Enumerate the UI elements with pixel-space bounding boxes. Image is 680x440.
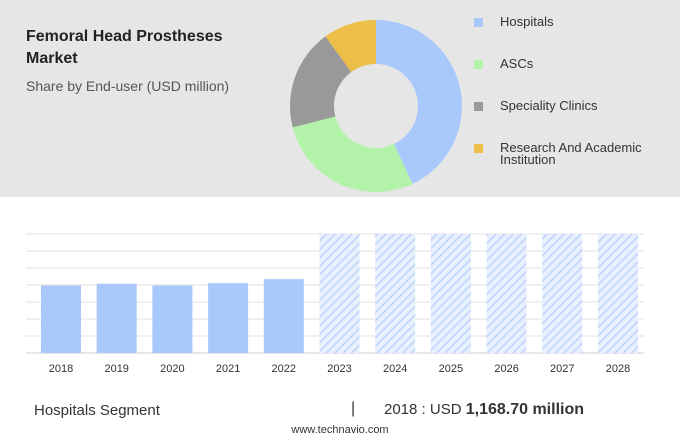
bar-2021[interactable] [208,283,249,353]
year-value: 2018 : USD 1,168.70 million [384,401,584,419]
donut-slice-hospitals[interactable] [376,20,462,184]
legend-label: ASCs [500,56,534,71]
x-tick-label: 2023 [327,363,351,375]
forecast-bar-2025[interactable] [430,234,471,353]
x-tick-label: 2028 [606,363,630,375]
x-tick-label: 2022 [272,363,296,375]
legend-swatch-speciality-clinics [474,102,483,111]
x-tick-label: 2026 [494,363,518,375]
forecast-bar-2026[interactable] [486,234,527,353]
highlight-value: 1,168.70 million [465,401,584,418]
donut-slice-speciality-clinics[interactable] [290,36,352,128]
bar-2022[interactable] [263,279,304,353]
legend-item-hospitals[interactable]: Hospitals [474,14,680,28]
year-prefix: 2018 : USD [384,401,462,418]
forecast-bar-2024[interactable] [375,234,416,353]
forecast-bar-2028[interactable] [598,234,638,353]
summary-panel: Femoral Head Prostheses Market Share by … [0,0,680,197]
x-tick-label: 2024 [383,363,407,375]
bar-2020[interactable] [152,285,193,353]
x-tick-label: 2021 [216,363,240,375]
legend-item-ascs[interactable]: ASCs [474,56,680,70]
forecast-bar-2023[interactable] [319,234,360,353]
x-tick-label: 2019 [104,363,128,375]
donut-slice-research-and-academic-institution[interactable] [325,20,376,73]
legend-label: Hospitals [500,14,554,29]
legend-label: Research And Academic Institution [500,140,642,167]
donut-slice-ascs[interactable] [292,116,413,192]
legend-label: Speciality Clinics [500,98,598,113]
chart-title: Femoral Head Prostheses Market [26,28,223,67]
segment-label: Hospitals Segment [34,402,160,419]
x-tick-label: 2027 [550,363,574,375]
bar-2018[interactable] [41,285,81,353]
summary-bar: Hospitals Segment | 2018 : USD 1,168.70 … [0,396,680,426]
x-tick-label: 2018 [49,363,73,375]
donut-chart [290,20,462,192]
legend-swatch-research [474,144,483,153]
footer-site[interactable]: www.technavio.com [291,424,389,436]
bar-2019[interactable] [96,283,137,353]
chart-subtitle: Share by End-user (USD million) [26,78,230,94]
forecast-bar-2027[interactable] [542,234,583,353]
x-tick-label: 2020 [160,363,184,375]
legend-item-research[interactable]: Research And Academic Institution [474,140,680,166]
legend-swatch-ascs [474,60,483,69]
legend-item-speciality-clinics[interactable]: Speciality Clinics [474,98,680,112]
bar-chart: 2018 2019 2020 2021 2022 2023 2024 2025 2026 2027… [26,233,644,375]
divider: | [351,400,356,417]
x-tick-label: 2025 [439,363,463,375]
legend-swatch-hospitals [474,18,483,27]
